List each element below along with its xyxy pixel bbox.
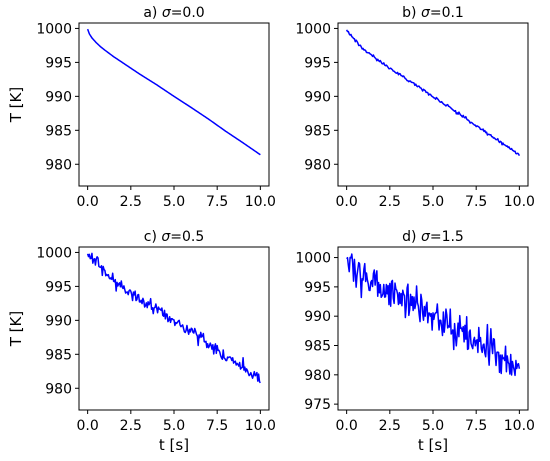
y-tick-label: 985 bbox=[45, 123, 72, 139]
title-suffix: =0.0 bbox=[171, 5, 205, 21]
x-tick-label: 7.5 bbox=[465, 418, 487, 434]
y-tick-label: 1000 bbox=[36, 21, 72, 37]
y-tick-label: 995 bbox=[45, 279, 72, 295]
title-sigma-symbol: σ bbox=[161, 229, 171, 245]
title-suffix: =1.5 bbox=[430, 229, 464, 245]
plot-frame-b bbox=[337, 22, 529, 187]
x-tick-label: 10.0 bbox=[504, 194, 535, 210]
title-sigma-symbol: σ bbox=[162, 5, 172, 21]
y-tick-label: 1000 bbox=[36, 245, 72, 261]
y-tick-label: 975 bbox=[304, 397, 331, 413]
panel-c: 0.0 2.5 5.0 7.5 10.0 980 985 990 995 1000 c) σ=0.5… bbox=[7, 229, 276, 454]
x-tick-label: 10.0 bbox=[504, 418, 535, 434]
plot-frame-d bbox=[337, 246, 529, 411]
y-tick-label: 980 bbox=[304, 157, 331, 173]
panel-title-a: a) σ=0.0 bbox=[143, 5, 204, 21]
y-tick-label: 985 bbox=[45, 347, 72, 363]
title-sigma-symbol: σ bbox=[421, 5, 431, 21]
x-tick-label: 7.5 bbox=[465, 194, 487, 210]
x-tick-label: 7.5 bbox=[206, 194, 228, 210]
x-tick-label: 2.5 bbox=[379, 418, 401, 434]
x-tick-label: 0.0 bbox=[336, 194, 358, 210]
panel-a: 0.0 2.5 5.0 7.5 10.0 980 985 990 995 1000 a) σ=0.0… bbox=[7, 5, 276, 210]
x-tick-label: 10.0 bbox=[245, 194, 276, 210]
x-tick-label: 5.0 bbox=[422, 418, 444, 434]
x-tick-label: 0.0 bbox=[77, 194, 99, 210]
y-tick-label: 980 bbox=[45, 157, 72, 173]
y-tick-label: 980 bbox=[304, 368, 331, 384]
title-suffix: =0.1 bbox=[430, 5, 464, 21]
series-line-c bbox=[86, 252, 261, 384]
y-tick-label: 995 bbox=[304, 55, 331, 71]
y-tick-label: 1000 bbox=[295, 21, 331, 37]
panel-title-c: c) σ=0.5 bbox=[144, 229, 204, 245]
x-tick-label: 7.5 bbox=[206, 418, 228, 434]
y-tick-label: 980 bbox=[45, 381, 72, 397]
title-prefix: d) bbox=[402, 229, 421, 245]
panel-title-b: b) σ=0.1 bbox=[402, 5, 464, 21]
y-tick-label: 985 bbox=[304, 339, 331, 355]
title-prefix: c) bbox=[144, 229, 162, 245]
x-tick-label: 5.0 bbox=[163, 418, 185, 434]
x-tick-label: 0.0 bbox=[77, 418, 99, 434]
title-suffix: =0.5 bbox=[170, 229, 204, 245]
x-tick-label: 5.0 bbox=[422, 194, 444, 210]
y-tick-label: 990 bbox=[304, 309, 331, 325]
series-line-a bbox=[86, 28, 261, 156]
x-tick-label: 2.5 bbox=[120, 418, 142, 434]
title-prefix: a) bbox=[143, 5, 162, 21]
y-axis-label: T [K] bbox=[7, 311, 25, 347]
y-tick-label: 995 bbox=[45, 55, 72, 71]
x-axis-label: t [s] bbox=[418, 436, 448, 454]
plot-frame-a bbox=[78, 22, 270, 187]
y-tick-label: 1000 bbox=[295, 251, 331, 267]
panel-title-d: d) σ=1.5 bbox=[402, 229, 464, 245]
y-axis-label: T [K] bbox=[7, 87, 25, 123]
panel-d: 0.0 2.5 5.0 7.5 10.0 975 980 985 990 995 1000 d) σ=… bbox=[295, 229, 535, 454]
series-line-d bbox=[346, 253, 521, 377]
plot-frame-c bbox=[78, 246, 270, 411]
x-tick-label: 2.5 bbox=[120, 194, 142, 210]
y-tick-label: 990 bbox=[45, 313, 72, 329]
series-line-b bbox=[345, 29, 521, 157]
y-tick-label: 985 bbox=[304, 123, 331, 139]
x-tick-label: 5.0 bbox=[163, 194, 185, 210]
title-prefix: b) bbox=[402, 5, 421, 21]
x-axis-label: t [s] bbox=[159, 436, 189, 454]
panel-b: 0.0 2.5 5.0 7.5 10.0 980 985 990 995 1000 b) σ=0.1 bbox=[295, 5, 535, 210]
x-tick-label: 2.5 bbox=[379, 194, 401, 210]
y-tick-label: 995 bbox=[304, 280, 331, 296]
y-tick-label: 990 bbox=[45, 89, 72, 105]
x-tick-label: 10.0 bbox=[245, 418, 276, 434]
x-tick-label: 0.0 bbox=[336, 418, 358, 434]
title-sigma-symbol: σ bbox=[421, 229, 431, 245]
y-tick-label: 990 bbox=[304, 89, 331, 105]
